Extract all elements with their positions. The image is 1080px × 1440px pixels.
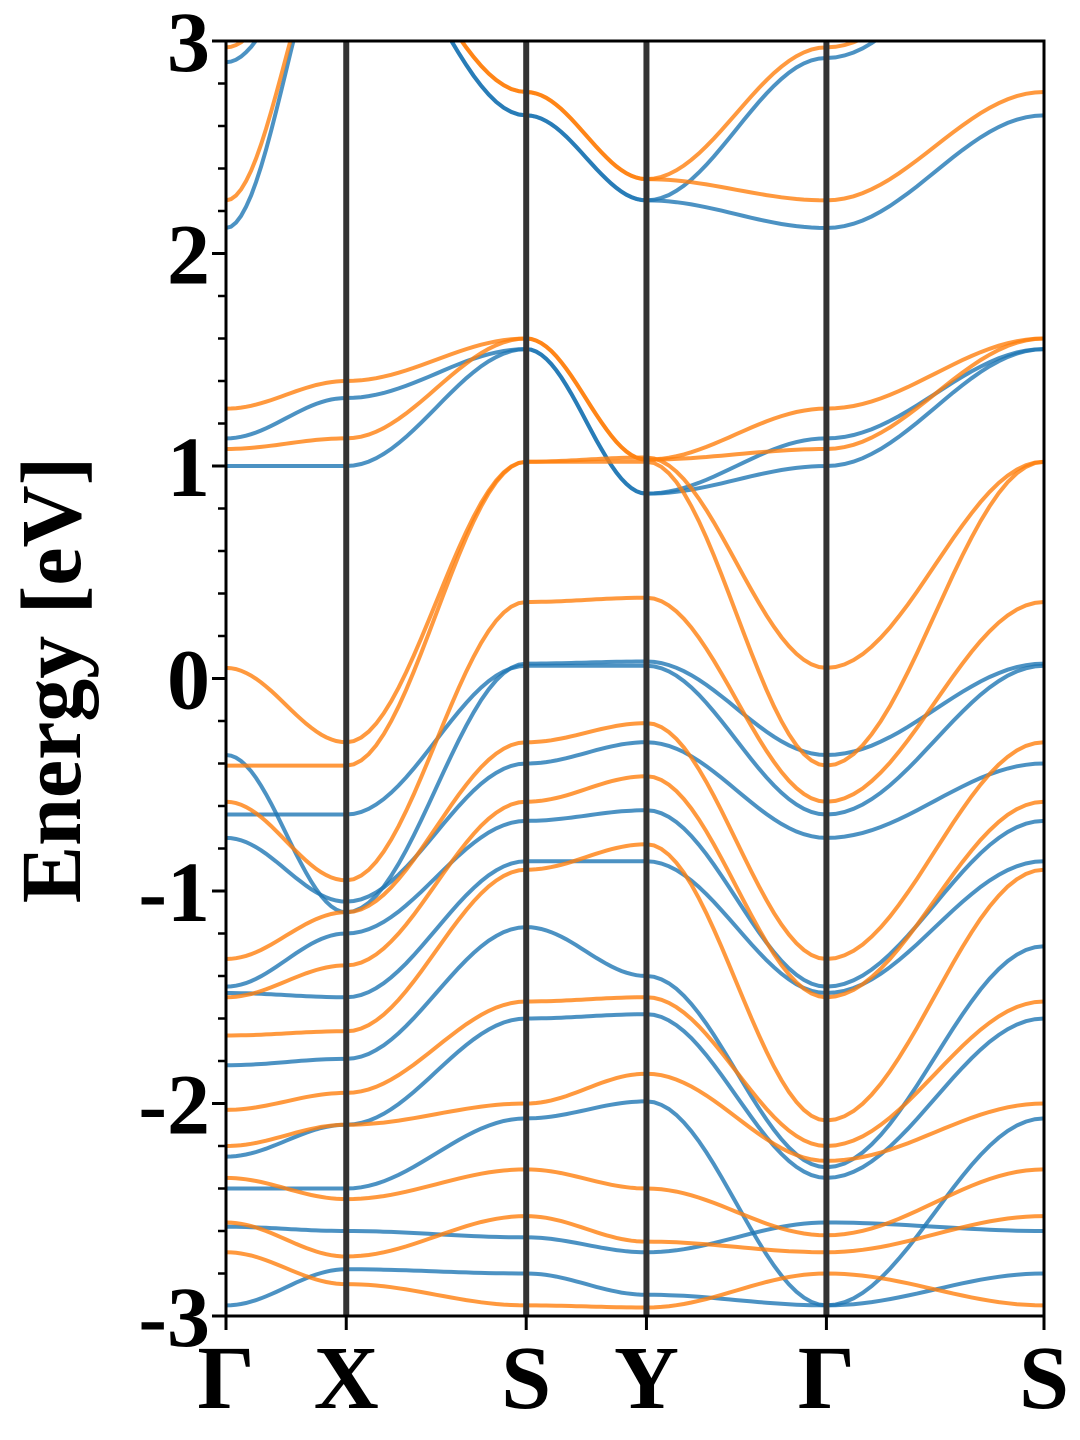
band-line-spin-up [226,1099,1044,1308]
band-line-spin-up [226,663,1044,817]
band-line-spin-down [226,455,1044,745]
band-line-spin-up [226,659,1044,915]
band-line-spin-down [226,41,1044,203]
band-line-spin-down [226,995,1044,1149]
y-axis-title: Energy [eV] [3,457,99,904]
band-line-spin-down [226,595,1044,883]
band-line-spin-up [226,808,1044,989]
band-line-spin-down [226,721,1044,962]
y-tick-label: 1 [167,419,210,515]
band-line-spin-up [226,1220,1044,1255]
band-line-spin-down [226,459,1044,768]
high-symmetry-lines [343,41,830,1316]
band-line-spin-down [226,1214,1044,1259]
y-tick-label: 3 [167,0,210,90]
band-line-spin-down [226,1167,1044,1238]
x-tick-label: Γ [197,1329,254,1428]
y-tick-label: -2 [138,1057,210,1153]
band-line-spin-up [226,925,1044,1170]
y-tick-label: 2 [167,207,210,303]
band-line-spin-up [226,1267,1044,1308]
x-tick-label: S [501,1329,551,1428]
y-tick-label: 0 [167,632,210,728]
y-tick-label: -1 [138,844,210,940]
band-line-spin-down [226,336,1044,462]
x-tick-label: Γ [798,1329,855,1428]
band-lines [226,41,1044,1310]
band-line-spin-down [226,774,1044,1000]
band-line-spin-down [226,1071,1044,1163]
band-line-spin-up [226,41,1044,231]
band-line-spin-down [226,842,1044,1123]
y-tick-label: -3 [138,1269,210,1365]
band-line-spin-up [226,347,1044,496]
x-tick-label: Y [614,1329,679,1428]
y-axis: 3 2 1 0 -1 -2 -3 [138,0,226,1365]
x-tick-label: S [1019,1329,1069,1428]
band-line-spin-up [226,740,1044,904]
x-tick-label: X [314,1329,379,1428]
band-line-spin-down [226,1250,1044,1310]
